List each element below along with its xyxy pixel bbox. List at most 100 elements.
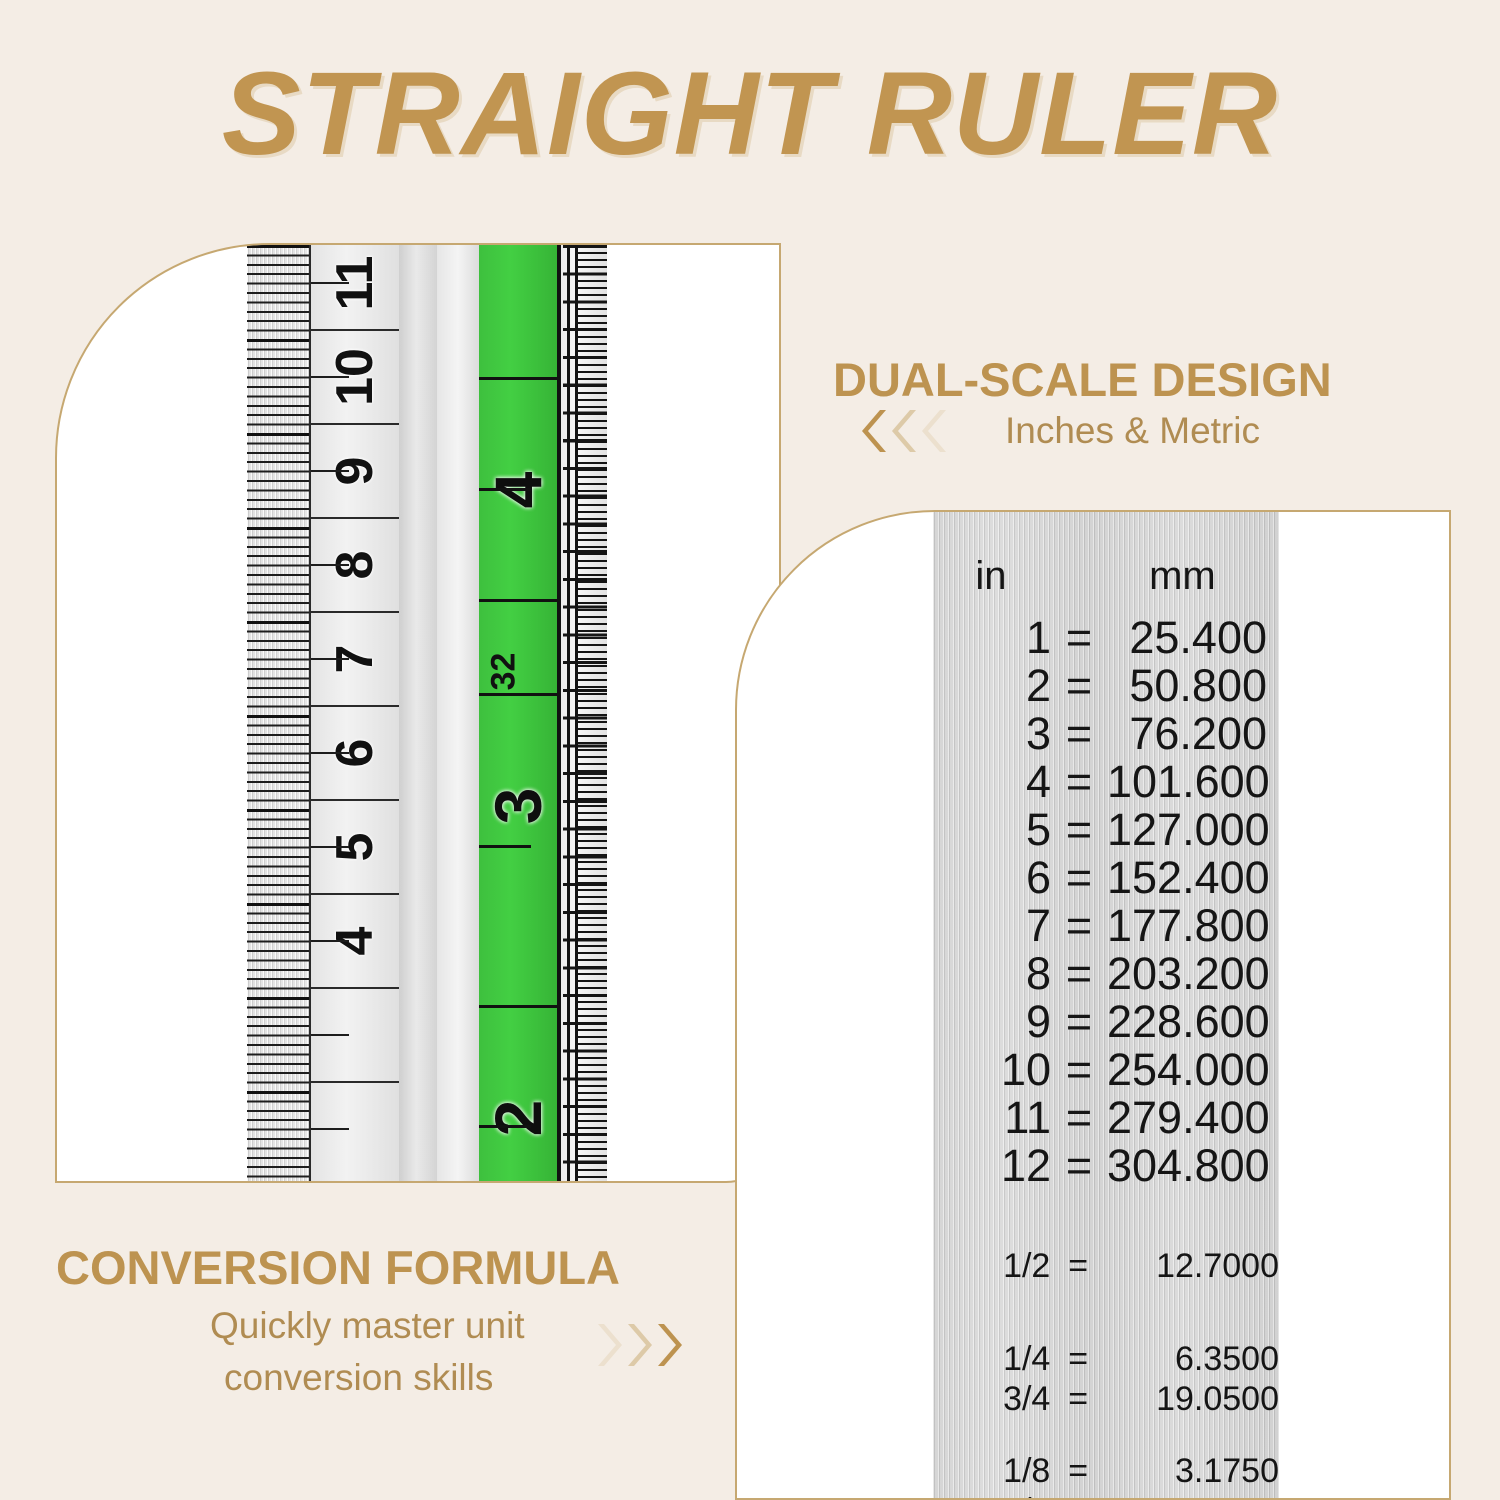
chevrons-right-icon [596,1322,682,1368]
inch-cell: 4 [479,377,557,599]
page-title: STRAIGHT RULER [221,48,1279,180]
cell-equals: = [1065,996,1093,1047]
inch-scale-rule-1 [557,245,561,1181]
cm-cell [311,987,399,1081]
cm-cell [311,1081,399,1175]
inch-label: 3 [481,787,555,824]
cell-mm: 279.400 [1107,1092,1270,1143]
cell-in: 9 [1025,996,1051,1047]
cm-cell: 10 [311,329,399,423]
cell-mm: 19.0500 [1156,1380,1279,1418]
cm-cell: 5 [311,799,399,893]
cell-equals: = [1065,900,1093,951]
table-header-row: in mm [933,554,1279,599]
chevron-left-icon [862,410,886,452]
inch-half-tick [479,845,531,848]
table-row: 7 = 177.800 [933,900,1279,952]
table-row: 1/8 = 3.1750 [933,1452,1279,1491]
ruler-photo-card: 11 10 9 8 7 6 5 4 [55,243,781,1183]
ruler-metal-strip [933,512,1279,1498]
cell-mm: 304.800 [1107,1140,1270,1191]
inch-to-mm-conversion-table: in mm 1 = 25.400 2 = 50.800 3 = 76.200 4… [933,512,1279,1498]
cell-in: 8 [1025,948,1051,999]
cell-equals: = [1065,1140,1093,1191]
cell-mm: 203.200 [1107,948,1270,999]
cell-mm: 25.400 [1129,612,1267,663]
cell-in: 10 [1000,1044,1051,1095]
cell-mm: 152.400 [1107,852,1270,903]
cell-mm: 3.1750 [1175,1452,1279,1490]
chevron-right-icon [598,1324,622,1366]
metric-baseline [309,245,311,1181]
chevron-right-icon [628,1324,652,1366]
table-row: 6 = 152.400 [933,852,1279,904]
chevron-right-icon [658,1324,682,1366]
cm-half-tick [311,752,349,754]
cm-half-tick [311,1128,349,1130]
cell-mm: 127.000 [1107,804,1270,855]
table-row: 1 = 25.400 [933,612,1279,664]
cell-equals: = [1065,756,1093,807]
cm-cell: 4 [311,893,399,987]
cell-mm: 177.800 [1107,900,1270,951]
cell-equals: = [1065,948,1093,999]
cell-equals: = [1065,660,1093,711]
cell-equals: = [1050,1492,1106,1498]
cell-equals: = [1068,1380,1089,1418]
column-header-in: in [975,554,1007,598]
cell-in: 5 [1025,804,1051,855]
table-row: 9 = 228.600 [933,996,1279,1048]
cell-equals: = [1065,804,1093,855]
cell-equals: = [1065,852,1093,903]
cell-mm: 254.000 [1107,1044,1270,1095]
cm-cell: 11 [311,245,399,329]
inch-half-tick [479,1125,531,1128]
cell-equals: = [1065,1092,1093,1143]
cell-equals: = [1065,1044,1093,1095]
dual-scale-heading: DUAL-SCALE DESIGN [833,353,1332,406]
cell-in: 4 [1025,756,1051,807]
fraction-32-label: 32 [484,652,523,691]
chevrons-left-icon [862,408,948,454]
cm-half-tick [311,940,349,942]
cell-in: 3/8 [933,1492,1050,1498]
cell-mm: 50.800 [1129,660,1267,711]
conversion-subtitle-line2: conversion skills [224,1357,494,1398]
cell-in: 2 [1025,660,1051,711]
inch-cell [479,245,557,377]
chevron-left-icon [922,410,946,452]
table-row: 12 = 304.800 [933,1140,1279,1192]
cm-cell: 6 [311,705,399,799]
table-row: 10 = 254.000 [933,1044,1279,1096]
cell-equals: = [1068,1247,1089,1285]
cell-in: 1/4 [1003,1340,1051,1378]
millimeter-major-tick-band [247,245,311,1181]
cell-in: 3/4 [1003,1380,1051,1418]
cell-in: 1/2 [1003,1247,1051,1285]
conversion-heading: CONVERSION FORMULA [56,1241,620,1294]
cell-mm: 228.600 [1107,996,1270,1047]
inch-cell: 3 [479,693,557,915]
cell-in: 12 [1000,1140,1051,1191]
ruler-product-image: 11 10 9 8 7 6 5 4 [247,245,607,1181]
cell-mm: 6.3500 [1175,1340,1279,1378]
cell-equals: = [1068,1452,1089,1490]
cell-equals: = [1068,1340,1089,1378]
cm-half-tick [311,1034,349,1036]
cell-in: 7 [1025,900,1051,951]
cm-half-tick [311,470,349,472]
inch-scale-rule-2 [567,245,570,1181]
dual-scale-subtitle: Inches & Metric [1005,410,1260,451]
inch-scale-green-band [479,245,557,1181]
inch-half-tick [479,488,531,491]
cm-half-tick [311,282,349,284]
conversion-table-card: in mm 1 = 25.400 2 = 50.800 3 = 76.200 4… [735,510,1451,1500]
cell-in: 6 [1025,852,1051,903]
table-row: 4 = 101.600 [933,756,1279,808]
table-row: 1/2 = 12.7000 [933,1247,1279,1286]
cell-in: 11 [1004,1092,1051,1143]
cell-equals: = [1065,612,1093,663]
ruler-polished-band-2 [437,245,479,1181]
cell-mm: 12.7000 [1156,1247,1279,1285]
ruler-polished-band [399,245,437,1181]
